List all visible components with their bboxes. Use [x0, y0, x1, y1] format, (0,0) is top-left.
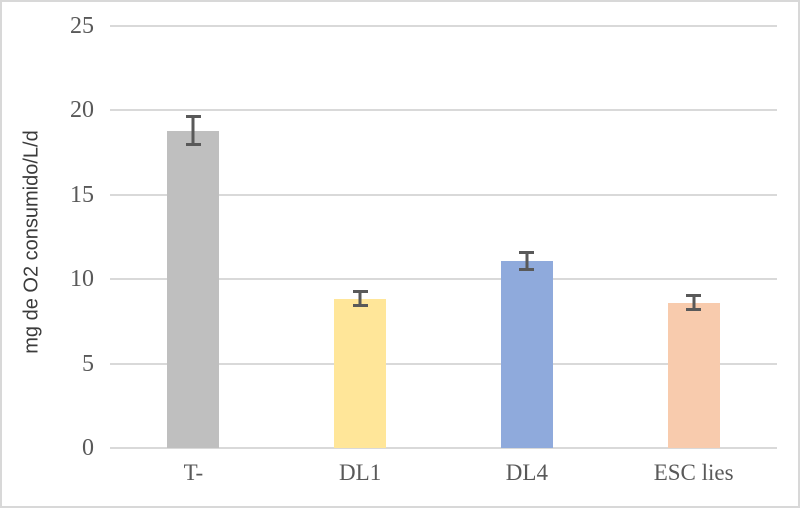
bar-dl4 [500, 260, 553, 448]
error-bar-cap [185, 115, 201, 119]
error-bar-t- [185, 115, 201, 146]
error-bar-stem [191, 115, 195, 146]
error-bar-cap [686, 294, 702, 298]
y-tick-label-0: 0 [82, 435, 94, 461]
x-axis-line [110, 447, 777, 449]
gridline-5 [110, 362, 777, 365]
error-bar-cap [519, 250, 535, 254]
error-bar-cap [352, 290, 368, 294]
error-bar-cap [686, 308, 702, 312]
y-tick-label-20: 20 [70, 97, 94, 124]
x-category-label-esc-lies: ESC lies [653, 460, 734, 485]
y-axis-title: mg de O2 consumido/L/d [20, 130, 43, 354]
y-tick-label-25: 25 [70, 13, 94, 39]
bar-esc-lies [667, 302, 720, 448]
error-bar-esc-lies [686, 294, 702, 312]
gridline-15 [110, 193, 777, 196]
error-bar-dl4 [519, 250, 535, 271]
error-bar-cap [519, 267, 535, 271]
error-bar-cap [352, 304, 368, 308]
gridline-25 [110, 25, 777, 27]
y-tick-label-5: 5 [82, 350, 94, 377]
error-bar-cap [185, 142, 201, 146]
error-bar-dl1 [352, 290, 368, 308]
bar-t- [167, 130, 220, 448]
x-category-label-dl1: DL1 [339, 460, 382, 485]
error-bar-stem [358, 290, 362, 308]
x-category-label-dl4: DL4 [505, 460, 548, 485]
y-tick-label-10: 10 [70, 266, 94, 293]
y-tick-label-15: 15 [70, 181, 94, 208]
gridline-10 [110, 278, 777, 281]
error-bar-stem [692, 294, 696, 312]
gridline-20 [110, 109, 777, 112]
error-bar-stem [525, 250, 529, 271]
bar-dl1 [334, 298, 387, 448]
x-category-label-t-: T- [183, 460, 204, 485]
